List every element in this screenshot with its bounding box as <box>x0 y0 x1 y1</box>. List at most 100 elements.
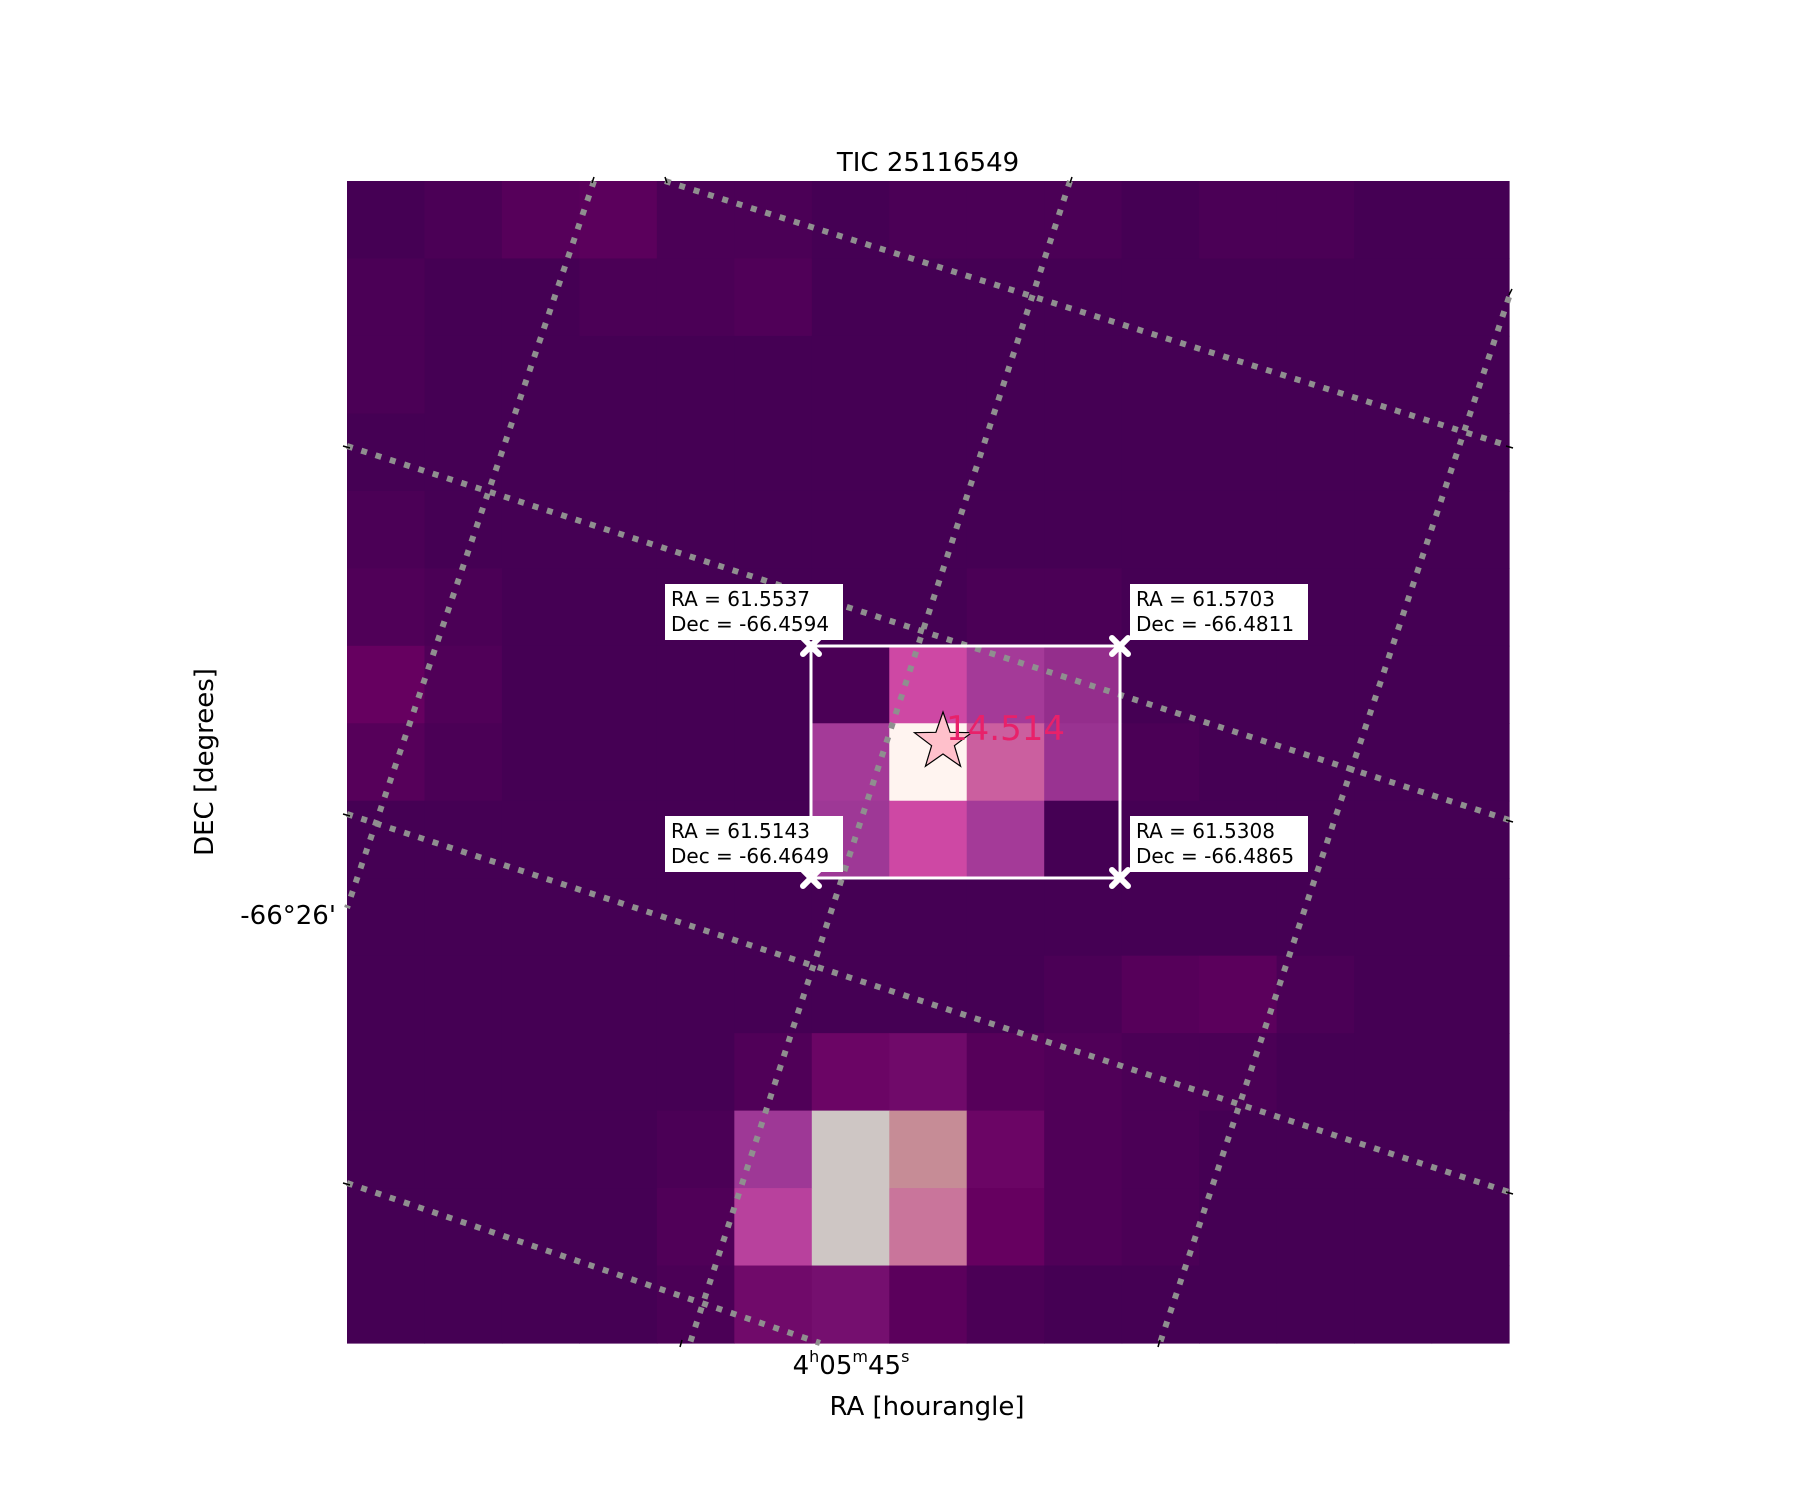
heatmap-pixel <box>656 955 735 1034</box>
heatmap-pixel <box>579 1188 658 1267</box>
axis-tick <box>1508 288 1513 296</box>
heatmap-pixel <box>1199 1265 1278 1344</box>
heatmap-pixel <box>1199 1033 1278 1112</box>
heatmap-pixel <box>1354 413 1433 492</box>
aperture-corner-marker <box>800 635 822 657</box>
heatmap-pixel <box>734 335 813 414</box>
axis-tick <box>1505 445 1514 449</box>
heatmap-pixel <box>1431 955 1510 1034</box>
heatmap-pixel <box>1121 1110 1200 1189</box>
heatmap-pixel <box>347 335 426 414</box>
heatmap-pixel <box>347 723 426 802</box>
heatmap-pixel <box>347 955 426 1034</box>
heatmap-pixel <box>1431 335 1510 414</box>
heatmap-pixel <box>734 955 813 1034</box>
heatmap-pixel <box>501 800 580 879</box>
heatmap-pixel <box>424 800 503 879</box>
heatmap-pixel <box>347 1188 426 1267</box>
heatmap-pixel <box>347 1110 426 1189</box>
corner-label-box <box>665 816 843 872</box>
axis-tick <box>664 176 668 184</box>
heatmap-pixel <box>1354 1110 1433 1189</box>
heatmap-pixel <box>424 490 503 569</box>
heatmap-pixel <box>889 490 968 569</box>
heatmap-pixel <box>1431 1033 1510 1112</box>
heatmap-pixel <box>1276 181 1355 260</box>
heatmap-pixel <box>424 1188 503 1267</box>
heatmap-pixel <box>1276 1188 1355 1267</box>
heatmap-pixel <box>889 568 968 647</box>
heatmap-pixel <box>1354 335 1433 414</box>
heatmap-pixel <box>734 258 813 337</box>
heatmap-pixel <box>966 568 1045 647</box>
heatmap-pixel <box>656 723 735 802</box>
heatmap-pixel <box>656 181 735 260</box>
corner-label-dec: Dec = -66.4865 <box>1136 844 1294 868</box>
heatmap-pixel <box>1276 955 1355 1034</box>
heatmap-pixel <box>1121 1265 1200 1344</box>
heatmap-pixel <box>1044 645 1123 724</box>
heatmap-pixel <box>1354 1265 1433 1344</box>
heatmap-pixel <box>1354 258 1433 337</box>
heatmap-pixel <box>424 1110 503 1189</box>
heatmap-pixel <box>579 1110 658 1189</box>
heatmap-pixel <box>1199 258 1278 337</box>
corner-label-ra: RA = 61.5537 <box>671 587 810 611</box>
heatmap-pixel <box>966 1188 1045 1267</box>
heatmap-pixel <box>966 335 1045 414</box>
heatmap-pixel <box>501 258 580 337</box>
wcs-grid-lines <box>344 178 1512 1346</box>
heatmap-pixel <box>811 1188 890 1267</box>
heatmap-pixel <box>579 413 658 492</box>
heatmap-pixel <box>1199 723 1278 802</box>
heatmap-pixel <box>1431 568 1510 647</box>
heatmap-pixel <box>1431 800 1510 879</box>
heatmap-pixel <box>734 490 813 569</box>
heatmap-pixel <box>734 878 813 957</box>
heatmap-pixel <box>1044 1188 1123 1267</box>
heatmap-pixel <box>656 1110 735 1189</box>
heatmap-pixel <box>1431 490 1510 569</box>
heatmap-pixel <box>1276 413 1355 492</box>
heatmap-pixel <box>1354 800 1433 879</box>
heatmap-pixel <box>1354 1033 1433 1112</box>
axis-tick <box>1157 1339 1161 1348</box>
heatmap-pixel <box>579 568 658 647</box>
heatmap-pixel <box>1431 1265 1510 1344</box>
y-tick-label: -66°26' <box>240 901 336 931</box>
heatmap-pixel <box>1121 490 1200 569</box>
y-axis-label: DEC [degrees] <box>190 668 220 856</box>
heatmap-pixel <box>1276 490 1355 569</box>
heatmap-pixel <box>811 1265 890 1344</box>
corner-label-box <box>1130 816 1308 872</box>
heatmap-pixel <box>501 413 580 492</box>
heatmap-pixel <box>579 335 658 414</box>
heatmap-pixel <box>889 1110 968 1189</box>
heatmap-pixel <box>347 258 426 337</box>
heatmap-pixel <box>889 335 968 414</box>
heatmap-pixel <box>501 955 580 1034</box>
heatmap-pixel <box>501 723 580 802</box>
heatmap-pixel <box>966 1110 1045 1189</box>
heatmap-pixel <box>1121 955 1200 1034</box>
heatmap-pixel <box>424 181 503 260</box>
wcs-grid-line <box>664 178 1510 449</box>
heatmap-pixel <box>424 878 503 957</box>
corner-label-box <box>1130 584 1308 640</box>
heatmap-pixel <box>811 723 890 802</box>
heatmap-pixel <box>424 645 503 724</box>
heatmap-pixel <box>1121 335 1200 414</box>
heatmap-pixel <box>1044 568 1123 647</box>
heatmap-pixel <box>347 490 426 569</box>
corner-label-ra: RA = 61.5703 <box>1136 587 1275 611</box>
heatmap-pixel <box>501 1033 580 1112</box>
heatmap-pixel <box>1044 181 1123 260</box>
heatmap-pixel <box>1276 723 1355 802</box>
axis-tick <box>1505 819 1514 823</box>
heatmap-pixel <box>734 413 813 492</box>
heatmap-pixel <box>1199 181 1278 260</box>
heatmap-pixel <box>424 258 503 337</box>
